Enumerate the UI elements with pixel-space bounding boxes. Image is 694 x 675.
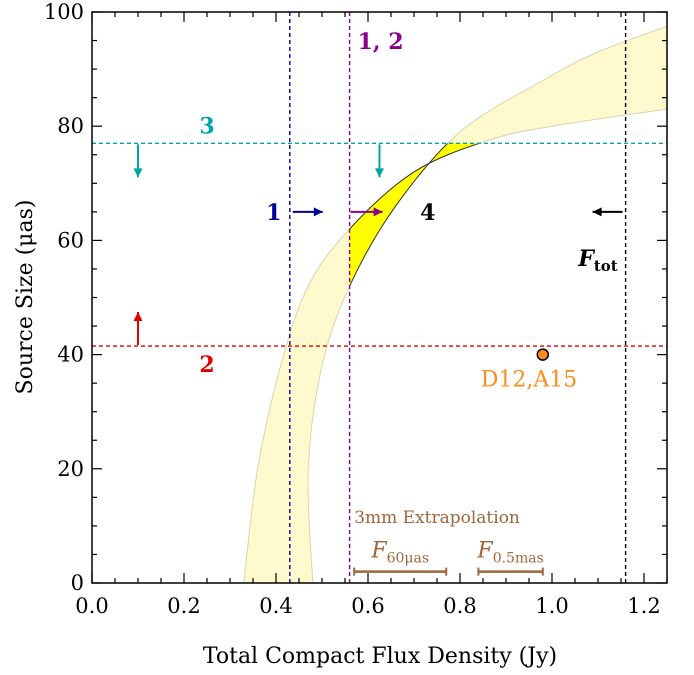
label-region-4: 4 — [420, 200, 435, 226]
axis-ticks: 0.0 0.2 0.4 0.6 0.8 1.0 1.2 0 20 40 60 80 100 — [44, 0, 668, 618]
x-tick-label: 1.2 — [627, 594, 660, 618]
label-3: 3 — [199, 113, 214, 139]
regions — [243, 25, 667, 583]
extrapolation-bar-1: F0.5mas — [476, 539, 544, 576]
label-ftot: Ftot — [577, 246, 618, 275]
svg-text:F0.5mas: F0.5mas — [476, 539, 543, 567]
x-tick-label: 0.6 — [351, 594, 384, 618]
extrapolation-bar-0: F60μas — [353, 539, 448, 576]
arrow-ftot-left — [592, 207, 623, 217]
arrow-2-up — [133, 312, 143, 346]
y-tick-label: 100 — [44, 0, 84, 24]
x-tick-label: 0.8 — [443, 594, 476, 618]
y-tick-label: 20 — [57, 457, 84, 481]
x-tick-label: 0.0 — [75, 594, 108, 618]
y-axis-label: Source Size (μas) — [13, 200, 38, 395]
arrow-12-right — [350, 207, 383, 217]
y-tick-label: 60 — [57, 228, 84, 252]
label-1: 1 — [266, 200, 281, 226]
svg-text:F60μas: F60μas — [370, 539, 429, 567]
y-tick-label: 40 — [57, 343, 84, 367]
arrow-1-right — [292, 207, 323, 217]
size-flux-band — [243, 25, 667, 583]
x-tick-label: 0.4 — [259, 594, 292, 618]
x-axis-label: Total Compact Flux Density (Jy) — [203, 644, 557, 669]
x-tick-label: 1.0 — [535, 594, 568, 618]
x-tick-label: 0.2 — [167, 594, 200, 618]
y-tick-label: 0 — [71, 571, 84, 595]
constraint-lines — [92, 12, 667, 583]
label-1-2: 1, 2 — [358, 29, 404, 55]
arrow-3-down-left — [133, 144, 143, 178]
y-tick-label: 80 — [57, 114, 84, 138]
data-point — [536, 348, 550, 361]
data-point-label: D12,A15 — [481, 368, 578, 393]
extrapolation-title: 3mm Extrapolation — [354, 508, 520, 528]
arrow-3-down-right — [375, 144, 384, 178]
label-2: 2 — [199, 352, 214, 378]
annotations: 1 1, 2 3 2 4 Ftot D12,A15 3mm Extrapolation F60μ… — [133, 29, 623, 576]
